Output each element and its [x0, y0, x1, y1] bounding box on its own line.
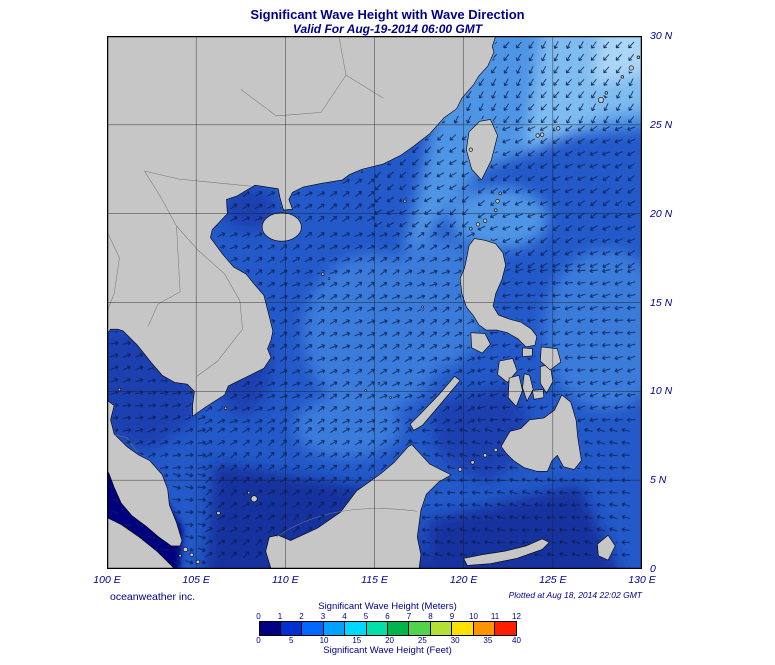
legend-title-feet: Significant Wave Height (Feet): [323, 645, 452, 656]
map-plot-area: [107, 36, 642, 569]
lon-label: 105 E: [182, 574, 210, 586]
legend-title-meters: Significant Wave Height (Meters): [318, 601, 457, 612]
feet-tick: 10: [319, 636, 329, 645]
country-borders: [107, 36, 418, 538]
meters-tick: 11: [490, 612, 500, 621]
lon-axis: 100 E 105 E 110 E 115 E 120 E 125 E 130 E: [93, 574, 655, 588]
lat-label: 15 N: [650, 296, 673, 309]
meters-tick: 5: [363, 612, 369, 621]
meters-tick: 3: [320, 612, 326, 621]
credit-text: oceanweather inc.: [110, 591, 196, 603]
feet-tick-row: 0 5 10 15 20 25 30 35 40: [256, 636, 521, 645]
grid-lines: [107, 36, 642, 569]
colorbar-segment: [366, 622, 389, 635]
meters-tick: 8: [428, 612, 433, 621]
feet-tick: 35: [483, 636, 493, 645]
lat-label: 20 N: [650, 207, 673, 220]
lat-axis: 30 N 25 N 20 N 15 N 10 N 5 N 0: [650, 30, 690, 575]
page-title: Significant Wave Height with Wave Direct…: [250, 7, 525, 22]
colorbar-segment: [280, 622, 303, 635]
lon-label: 130 E: [628, 574, 656, 586]
feet-tick: 5: [289, 636, 294, 645]
lon-label: 125 E: [539, 574, 567, 586]
colorbar-segment: [452, 622, 474, 635]
colorbar-segment: [495, 622, 516, 635]
meters-tick: 2: [299, 612, 304, 621]
lon-label: 115 E: [361, 574, 388, 586]
meters-tick-row: 0 1 2 3 4 5 6 7 8 9 10 11 12: [256, 612, 521, 621]
meters-tick: 7: [406, 612, 412, 621]
feet-tick: 25: [417, 636, 427, 645]
lat-label: 10 N: [650, 385, 673, 398]
colorbar-segment: [259, 622, 281, 635]
colorbar-segment: [430, 622, 453, 635]
colorbar: [258, 621, 517, 636]
wave-map: [107, 36, 642, 569]
lat-label: 30 N: [650, 30, 673, 42]
lon-label: 100 E: [93, 574, 121, 586]
valid-time-subtitle: Valid For Aug-19-2014 06:00 GMT: [292, 22, 483, 36]
colorbar-segment: [388, 622, 410, 635]
colorbar-segment: [409, 622, 431, 635]
feet-tick: 20: [385, 636, 395, 645]
feet-tick: 15: [352, 636, 362, 645]
colorbar-segment: [302, 622, 324, 635]
plotted-timestamp: Plotted at Aug 18, 2014 22:02 GMT: [508, 590, 642, 600]
lon-label: 110 E: [271, 574, 299, 586]
lat-label: 5 N: [650, 474, 667, 487]
meters-tick: 10: [469, 612, 478, 621]
map-frame-border: [107, 36, 642, 569]
colorbar-segment: [473, 622, 496, 635]
meters-tick: 6: [385, 612, 390, 621]
feet-tick: 30: [450, 636, 460, 645]
meters-tick: 12: [512, 612, 521, 621]
meters-tick: 4: [342, 612, 347, 621]
lat-label: 25 N: [650, 118, 673, 131]
feet-tick: 40: [512, 636, 521, 645]
meters-tick: 1: [277, 612, 283, 621]
colorbar-segment: [323, 622, 346, 635]
meters-tick: 0: [256, 612, 261, 621]
lon-label: 120 E: [449, 574, 478, 586]
colorbar-segment: [345, 622, 367, 635]
lat-label: 0: [650, 563, 656, 575]
meters-tick: 9: [449, 612, 455, 621]
feet-tick: 0: [256, 636, 261, 645]
wave-direction-arrows: [110, 41, 636, 565]
